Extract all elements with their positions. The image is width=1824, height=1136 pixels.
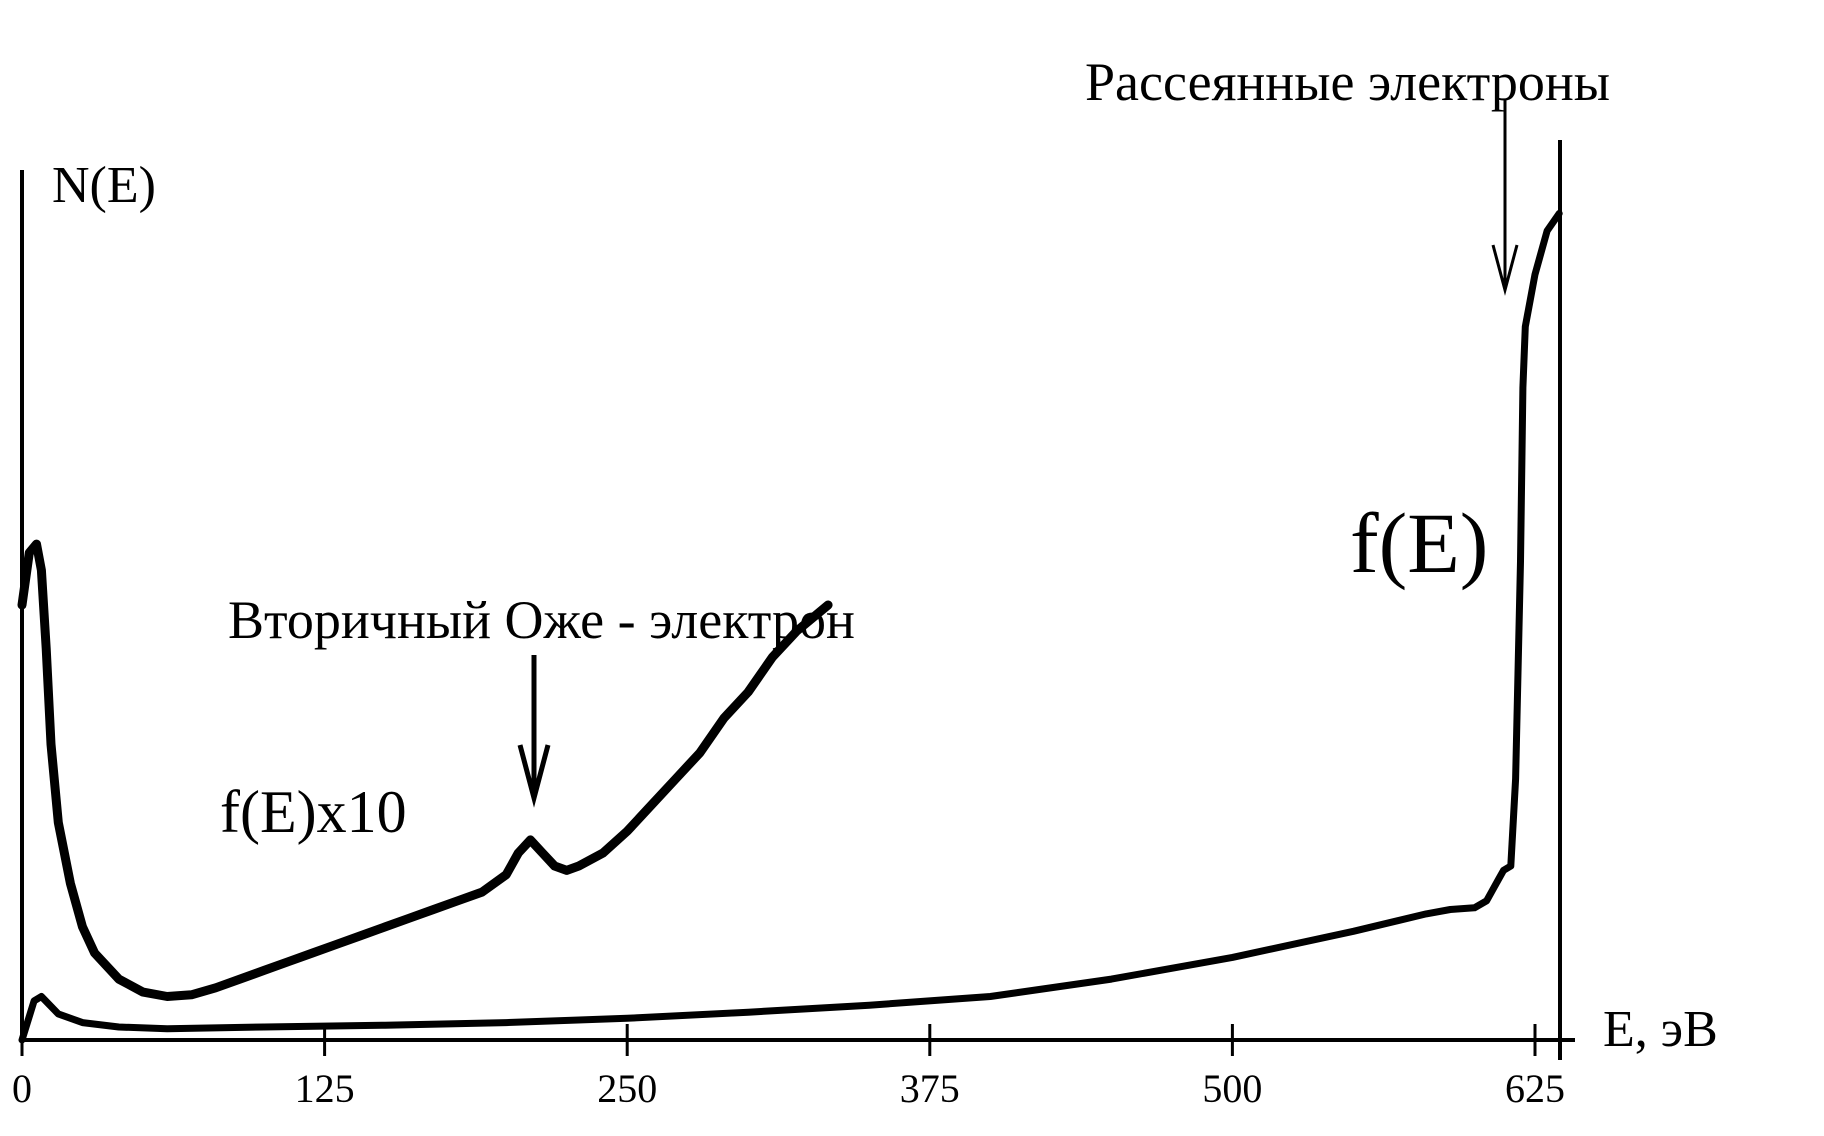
series-label-fE: f(E) (1350, 495, 1488, 591)
annotation-auger: Вторичный Оже - электрон (228, 590, 855, 650)
annotation-scattered: Рассеянные электроны (1085, 52, 1610, 112)
y-axis-label: N(E) (52, 157, 156, 214)
series-line-fEx10 (17, 539, 833, 1001)
arrow-auger-head (517, 744, 551, 808)
arrow-scattered-head (1491, 244, 1519, 296)
arrow-auger (517, 655, 551, 808)
series-line-fE (18, 210, 1563, 1044)
arrow-scattered (1491, 100, 1519, 296)
x-tick-label: 125 (295, 1066, 355, 1111)
x-ticks: 0 125 250 375 500 625 (12, 1024, 1565, 1111)
x-tick-label: 375 (900, 1066, 960, 1111)
x-tick-label: 250 (597, 1066, 657, 1111)
x-tick-label: 0 (12, 1066, 32, 1111)
curves (17, 210, 1563, 1044)
x-tick-label: 500 (1202, 1066, 1262, 1111)
x-axis-label: E, эВ (1603, 1001, 1718, 1058)
series-label-fEx10: f(E)x10 (220, 779, 407, 845)
x-tick-label: 625 (1505, 1066, 1565, 1111)
